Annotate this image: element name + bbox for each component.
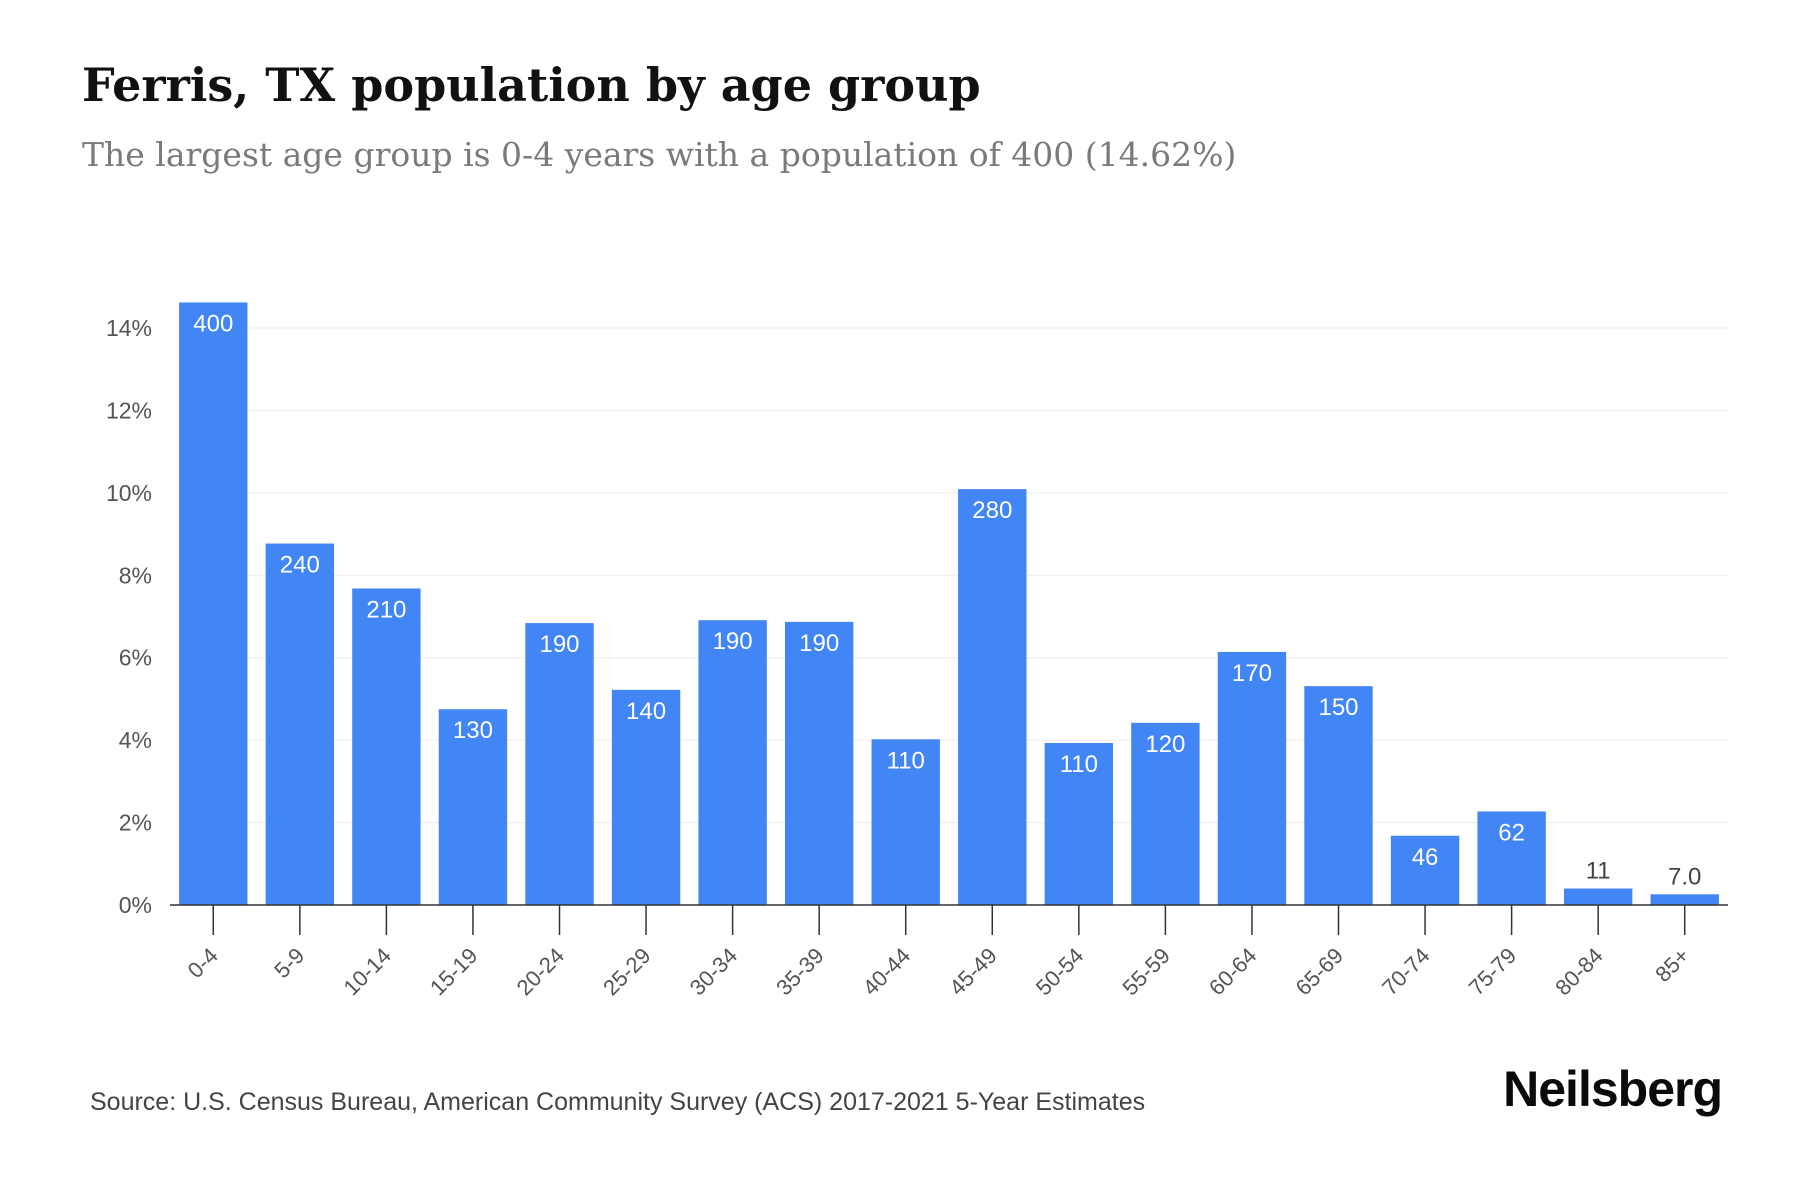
bar-75-79 <box>1477 811 1546 905</box>
x-tick-label: 20-24 <box>512 943 569 1000</box>
data-label-50-54: 110 <box>1060 751 1098 778</box>
y-tick-label: 8% <box>119 562 152 588</box>
x-axis-ticks: 0-4 5-9 10-14 15-19 20-24 25-29 30-34 35-39 40-4… <box>183 905 1694 1000</box>
x-tick-label: 0-4 <box>183 943 223 983</box>
x-tick-label: 80-84 <box>1550 943 1607 1000</box>
chart-subtitle: The largest age group is 0-4 years with … <box>82 135 1237 174</box>
x-tick-label: 65-69 <box>1291 943 1348 1000</box>
x-tick-label: 85+ <box>1650 943 1694 987</box>
y-tick-label: 6% <box>119 645 152 671</box>
bar-10-14 <box>352 588 421 905</box>
chart-title: Ferris, TX population by age group <box>82 58 981 112</box>
x-tick-label: 25-29 <box>598 943 655 1000</box>
bar-45-49 <box>958 489 1027 905</box>
data-label-75-79: 62 <box>1498 819 1525 846</box>
x-tick-label: 55-59 <box>1117 943 1174 1000</box>
bar-85+ <box>1650 894 1719 905</box>
source-note: Source: U.S. Census Bureau, American Com… <box>90 1088 1146 1116</box>
data-label-65-69: 150 <box>1318 694 1358 721</box>
data-label-70-74: 46 <box>1412 844 1439 871</box>
x-tick-label: 60-64 <box>1204 943 1261 1000</box>
brand-logo: Neilsberg <box>1503 1061 1723 1117</box>
bar-65-69 <box>1304 686 1373 905</box>
x-tick-label: 40-44 <box>858 943 915 1000</box>
bar-0-4 <box>179 302 248 905</box>
y-tick-label: 0% <box>119 892 152 918</box>
x-tick-label: 75-79 <box>1464 943 1521 1000</box>
data-label-20-24: 190 <box>539 631 579 658</box>
bar-5-9 <box>265 543 335 905</box>
bar-80-84 <box>1563 888 1633 905</box>
data-label-80-84: 11 <box>1586 858 1611 885</box>
y-tick-label: 4% <box>119 727 152 753</box>
bar-25-29 <box>611 689 681 905</box>
y-tick-label: 12% <box>106 397 152 423</box>
data-label-30-34: 190 <box>713 628 753 655</box>
data-labels: 400 240 210 130 190 140 190 190 110 280 110 120 170 1… <box>193 310 1701 890</box>
x-tick-label: 50-54 <box>1031 943 1088 1000</box>
x-tick-label: 10-14 <box>338 943 395 1000</box>
data-label-0-4: 400 <box>193 310 233 337</box>
bar-50-54 <box>1044 743 1114 905</box>
bars <box>179 302 1719 905</box>
data-label-10-14: 210 <box>366 596 406 623</box>
x-tick-label: 70-74 <box>1377 943 1434 1000</box>
data-label-35-39: 190 <box>799 630 839 657</box>
x-tick-label: 45-49 <box>944 943 1001 1000</box>
bar-55-59 <box>1131 722 1200 905</box>
data-label-40-44: 110 <box>887 747 925 774</box>
x-tick-label: 15-19 <box>425 943 482 1000</box>
data-label-55-59: 120 <box>1145 731 1185 758</box>
y-tick-label: 14% <box>106 315 152 341</box>
y-tick-label: 2% <box>119 810 152 836</box>
bar-70-74 <box>1390 835 1460 905</box>
data-label-5-9: 240 <box>280 552 320 579</box>
x-tick-label: 30-34 <box>685 943 742 1000</box>
bar-60-64 <box>1217 651 1287 905</box>
x-tick-label: 35-39 <box>771 943 828 1000</box>
y-axis-ticks: 0% 2% 4% 6% 8% 10% 12% 14% <box>106 315 152 918</box>
data-label-60-64: 170 <box>1232 660 1272 687</box>
data-label-85+: 7.0 <box>1668 863 1701 890</box>
bar-30-34 <box>698 620 767 905</box>
bar-20-24 <box>525 623 594 905</box>
bar-40-44 <box>871 739 940 905</box>
bar-15-19 <box>438 709 508 905</box>
x-tick-label: 5-9 <box>269 943 309 983</box>
data-label-15-19: 130 <box>453 717 493 744</box>
data-label-45-49: 280 <box>972 497 1012 524</box>
data-label-25-29: 140 <box>626 698 666 725</box>
bar-35-39 <box>784 621 854 905</box>
y-tick-label: 10% <box>106 480 152 506</box>
